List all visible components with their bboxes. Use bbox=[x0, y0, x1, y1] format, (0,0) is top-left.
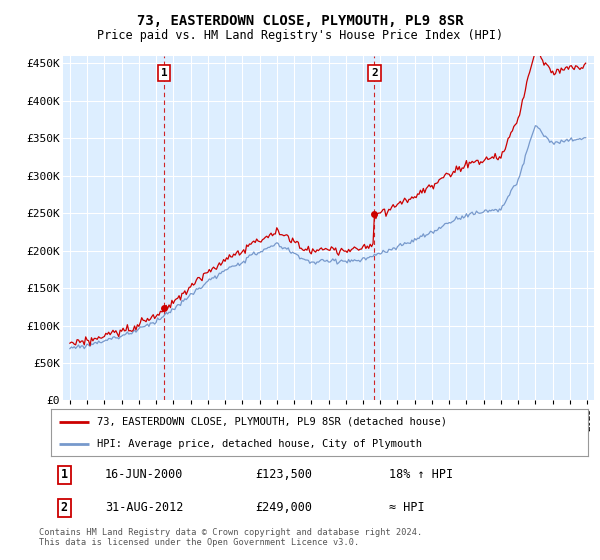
Text: Contains HM Land Registry data © Crown copyright and database right 2024.
This d: Contains HM Land Registry data © Crown c… bbox=[39, 528, 422, 547]
Text: £249,000: £249,000 bbox=[255, 501, 312, 514]
Text: 18% ↑ HPI: 18% ↑ HPI bbox=[389, 468, 454, 482]
Text: HPI: Average price, detached house, City of Plymouth: HPI: Average price, detached house, City… bbox=[97, 438, 422, 449]
Text: 2: 2 bbox=[371, 68, 378, 78]
Text: 16-JUN-2000: 16-JUN-2000 bbox=[105, 468, 183, 482]
Text: Price paid vs. HM Land Registry's House Price Index (HPI): Price paid vs. HM Land Registry's House … bbox=[97, 29, 503, 42]
Text: 73, EASTERDOWN CLOSE, PLYMOUTH, PL9 8SR (detached house): 73, EASTERDOWN CLOSE, PLYMOUTH, PL9 8SR … bbox=[97, 417, 446, 427]
Text: 73, EASTERDOWN CLOSE, PLYMOUTH, PL9 8SR: 73, EASTERDOWN CLOSE, PLYMOUTH, PL9 8SR bbox=[137, 14, 463, 28]
Text: 1: 1 bbox=[161, 68, 167, 78]
Text: 2: 2 bbox=[61, 501, 68, 514]
Text: ≈ HPI: ≈ HPI bbox=[389, 501, 425, 514]
Text: 31-AUG-2012: 31-AUG-2012 bbox=[105, 501, 183, 514]
Text: 1: 1 bbox=[61, 468, 68, 482]
Text: £123,500: £123,500 bbox=[255, 468, 312, 482]
